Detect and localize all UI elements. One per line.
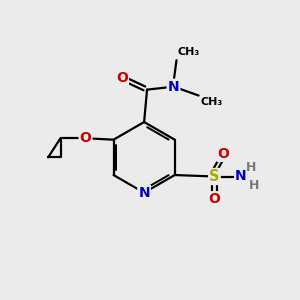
Text: N: N [235, 169, 247, 184]
Text: O: O [208, 192, 220, 206]
Text: O: O [116, 71, 128, 85]
Text: S: S [209, 169, 220, 184]
Text: O: O [80, 131, 92, 145]
Text: CH₃: CH₃ [200, 97, 222, 107]
Text: H: H [249, 179, 260, 192]
Text: H: H [246, 161, 256, 174]
Text: CH₃: CH₃ [178, 47, 200, 57]
Text: O: O [218, 147, 229, 161]
Text: N: N [138, 186, 150, 200]
Text: N: N [168, 80, 179, 94]
